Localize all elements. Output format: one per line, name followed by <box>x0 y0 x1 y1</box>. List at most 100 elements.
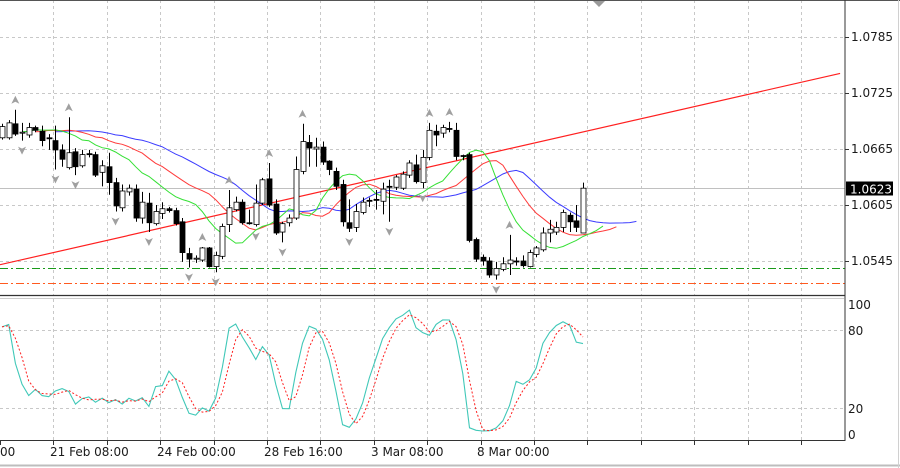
current-price-badge: 1.0623 <box>846 181 893 197</box>
candle-body-bull <box>553 226 560 233</box>
candle-body-bear <box>466 154 473 241</box>
candle <box>253 184 260 227</box>
candle-body-bull <box>353 211 360 228</box>
candle <box>386 179 393 222</box>
alligator-teeth-line <box>35 129 617 236</box>
fractal-up-icon <box>198 232 207 241</box>
candle-body-bear <box>106 166 113 183</box>
candle-body-bear <box>92 154 99 176</box>
candle <box>340 179 347 227</box>
candle-body-bull <box>193 257 200 260</box>
candle <box>86 149 93 158</box>
candle-body-bull <box>19 131 26 134</box>
candle <box>533 246 540 258</box>
candle <box>52 125 59 170</box>
candle <box>279 221 286 243</box>
candle <box>233 196 240 212</box>
candle <box>493 261 500 280</box>
time-tick-label: 21 Feb 08:00 <box>50 445 129 459</box>
stoch-tick-label: 20 <box>848 402 863 416</box>
candle <box>453 122 460 161</box>
candle <box>119 184 126 212</box>
candle <box>507 234 514 275</box>
candle <box>153 204 160 226</box>
candle <box>573 204 580 233</box>
fractal-up-icon <box>445 107 454 116</box>
candle-body-bear <box>346 222 353 229</box>
time-tick-label: 8 Mar 00:00 <box>477 445 550 459</box>
candle-body-bear <box>413 164 420 183</box>
fractal-down-icon <box>51 175 60 184</box>
candle-body-bear <box>239 201 246 224</box>
fractal-up-icon <box>298 109 307 118</box>
chart-shift-marker-icon[interactable] <box>593 1 605 7</box>
candle-body-bull <box>219 226 226 257</box>
candle-body-bull <box>426 129 433 158</box>
candle <box>179 218 186 262</box>
candle-body-bull <box>533 247 540 255</box>
fractal-down-icon <box>418 194 427 203</box>
candle-body-bull <box>26 127 33 136</box>
candle-body-bear <box>52 140 59 151</box>
candle <box>273 199 280 235</box>
candle <box>186 247 193 268</box>
candle-body-bear <box>113 182 120 207</box>
candle-body-bear <box>366 199 373 202</box>
candle <box>246 209 253 225</box>
candle <box>433 124 440 147</box>
fractal-down-icon <box>251 232 260 241</box>
candle <box>527 249 534 268</box>
candle-body-bear <box>206 247 213 267</box>
candle-body-bear <box>373 198 380 201</box>
candle-body-bull <box>500 263 507 270</box>
candle <box>540 227 547 252</box>
candle <box>219 223 226 260</box>
candle-body-bull <box>313 146 320 150</box>
fractal-down-icon <box>71 181 80 190</box>
candle-body-bear <box>39 130 46 141</box>
candle <box>446 121 453 133</box>
price-tick-label: 1.0725 <box>851 86 893 100</box>
candle-body-bear <box>460 155 467 157</box>
candle-body-bear <box>306 142 313 149</box>
candle-body-bull <box>440 127 447 134</box>
current-price-label: 1.0623 <box>850 183 892 197</box>
candle-body-bull <box>293 169 300 219</box>
candle-body-bear <box>453 129 460 157</box>
candle <box>286 214 293 227</box>
candle-body-bear <box>433 130 440 136</box>
grid <box>0 0 849 445</box>
candle <box>59 144 66 167</box>
candle <box>373 190 380 210</box>
candle-body-bull <box>259 179 266 204</box>
candle-body-bull <box>119 190 126 209</box>
candle-body-bear <box>386 185 393 188</box>
candle <box>226 190 233 233</box>
stoch-tick-label: 100 <box>848 298 871 312</box>
fractal-up-icon <box>425 108 434 117</box>
candle-body-bull <box>79 154 86 167</box>
candle-body-bull <box>580 187 587 234</box>
fractal-down-icon <box>385 227 394 236</box>
candle <box>420 149 427 189</box>
fractal-down-icon <box>211 278 220 287</box>
candle-body-bear <box>86 153 93 156</box>
candle-body-bull <box>493 268 500 276</box>
stochastic-signal-line <box>1 314 584 432</box>
candle <box>333 167 340 191</box>
candle-body-bear <box>46 137 53 140</box>
fractal-down-icon <box>144 238 153 247</box>
candle-body-bull <box>199 247 206 261</box>
candle-body-bear <box>340 184 347 223</box>
candle-body-bear <box>333 170 340 187</box>
fractal-down-icon <box>345 238 354 247</box>
candle-body-bear <box>567 214 574 223</box>
candle-body-bear <box>179 221 186 253</box>
candle <box>99 160 106 187</box>
candle <box>166 206 173 213</box>
candle <box>79 149 86 168</box>
candle <box>206 246 213 268</box>
stochastic-oscillator <box>1 309 584 432</box>
candle-body-bear <box>186 253 193 260</box>
